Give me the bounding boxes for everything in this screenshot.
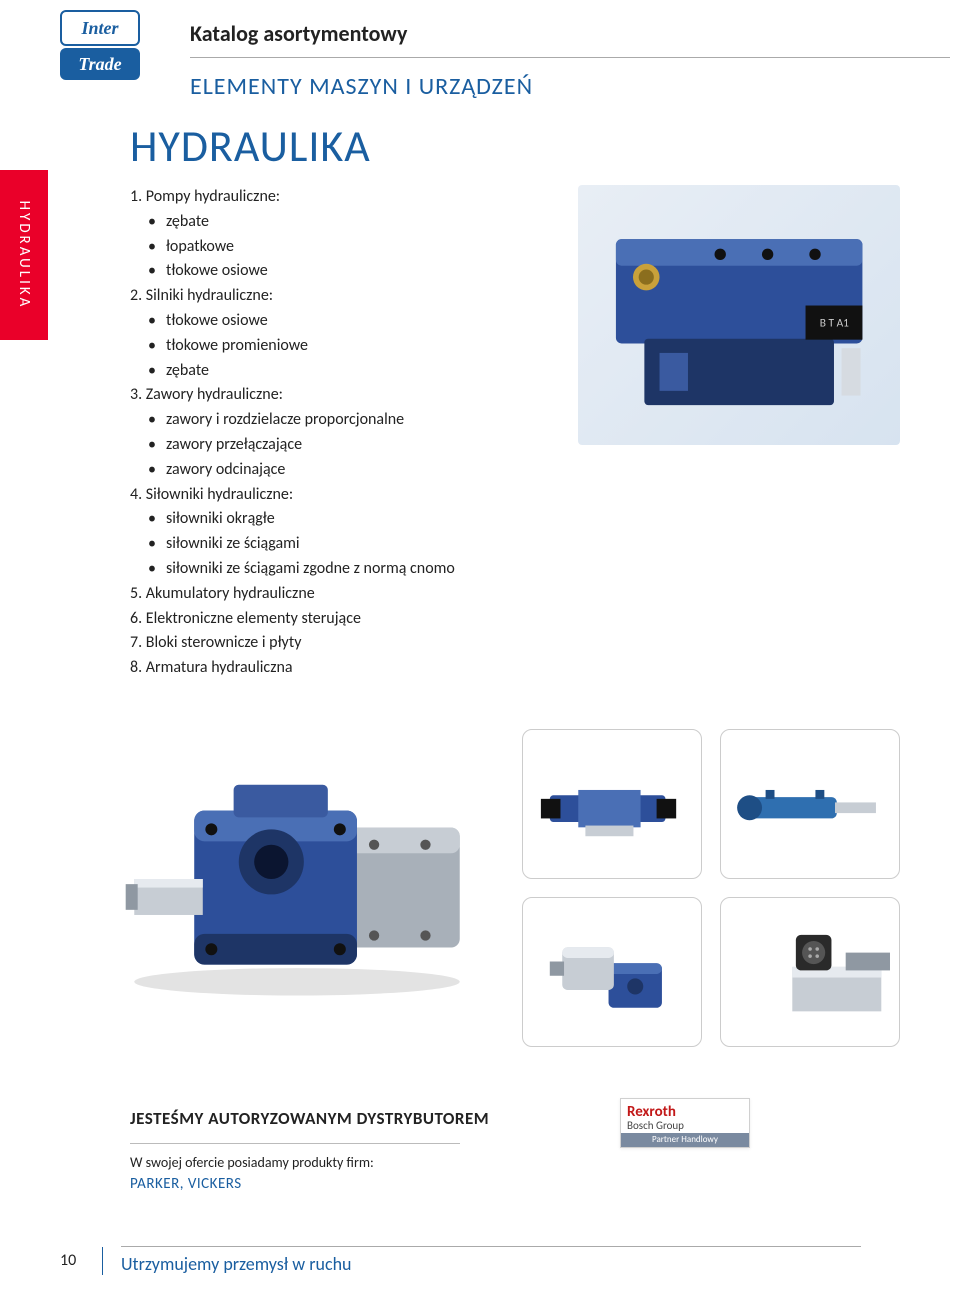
distributor-headline: JESTEŚMY AUTORYZOWANYM DYSTRYBUTOREM: [130, 1108, 489, 1137]
list-heading: 3. Zawory hydrauliczne:: [130, 383, 538, 408]
rexroth-band: Partner Handlowy: [621, 1133, 749, 1147]
content-list: 1. Pompy hydrauliczne:zębatełopatkowetło…: [130, 185, 538, 681]
list-bullet: tłokowe osiowe: [148, 309, 538, 334]
side-tab-label: HYDRAULIKA: [15, 201, 33, 310]
list-heading: 6. Elektroniczne elementy sterujące: [130, 607, 538, 632]
svg-text:B T A1: B T A1: [819, 316, 848, 330]
logo-line1: Inter: [60, 10, 140, 46]
list-bullet: siłowniki ze ściągami: [148, 532, 538, 557]
distributor-divider: [130, 1143, 460, 1144]
list-bullet: tłokowe promieniowe: [148, 334, 538, 359]
list-heading: 8. Armatura hydrauliczna: [130, 656, 538, 681]
grid-cell-connector: [720, 897, 900, 1047]
distributor-sub2: PARKER, VICKERS: [130, 1175, 870, 1193]
list-bullet: zębate: [148, 359, 538, 384]
page-number: 10: [60, 1251, 98, 1270]
large-pump-image: [100, 729, 494, 1029]
logo: Inter Trade: [60, 10, 140, 80]
rexroth-line2: Bosch Group: [627, 1119, 743, 1132]
footer-motto: Utrzymujemy przemysł w ruchu: [121, 1246, 861, 1275]
list-bullet: zawory przełączające: [148, 433, 538, 458]
list-heading: 2. Silniki hydrauliczne:: [130, 284, 538, 309]
list-bullet: siłowniki okrągłe: [148, 507, 538, 532]
footer-separator: [102, 1247, 103, 1275]
list-bullet: tłokowe osiowe: [148, 259, 538, 284]
catalog-label: Katalog asortymentowy: [190, 20, 900, 47]
hero-product-image: B T A1: [578, 185, 900, 445]
list-heading: 1. Pompy hydrauliczne:: [130, 185, 538, 210]
product-grid: [522, 729, 900, 1047]
list-bullet: zawory i rozdzielacze proporcjonalne: [148, 408, 538, 433]
distributor-sub1: W swojej ofercie posiadamy produkty firm…: [130, 1154, 870, 1171]
list-heading: 4. Siłowniki hydrauliczne:: [130, 483, 538, 508]
page-footer: 10 Utrzymujemy przemysł w ruchu: [60, 1246, 900, 1275]
list-heading: 5. Akumulatory hydrauliczne: [130, 582, 538, 607]
list-heading: 7. Bloki sterownicze i płyty: [130, 631, 538, 656]
rexroth-badge: Rexroth Bosch Group Partner Handlowy: [620, 1098, 750, 1148]
section-title: ELEMENTY MASZYN I URZĄDZEŃ: [190, 72, 900, 101]
grid-cell-gear-pump: [522, 897, 702, 1047]
side-tab: HYDRAULIKA: [0, 170, 48, 340]
grid-cell-cylinder: [720, 729, 900, 879]
header-divider: [190, 57, 950, 58]
logo-line2: Trade: [60, 48, 140, 80]
list-bullet: zawory odcinające: [148, 458, 538, 483]
grid-cell-valve: [522, 729, 702, 879]
list-bullet: siłowniki ze ściągami zgodne z normą cno…: [148, 557, 538, 582]
list-bullet: łopatkowe: [148, 235, 538, 260]
list-bullet: zębate: [148, 210, 538, 235]
distributor-block: Rexroth Bosch Group Partner Handlowy JES…: [130, 1108, 870, 1193]
page-title: HYDRAULIKA: [130, 119, 900, 173]
